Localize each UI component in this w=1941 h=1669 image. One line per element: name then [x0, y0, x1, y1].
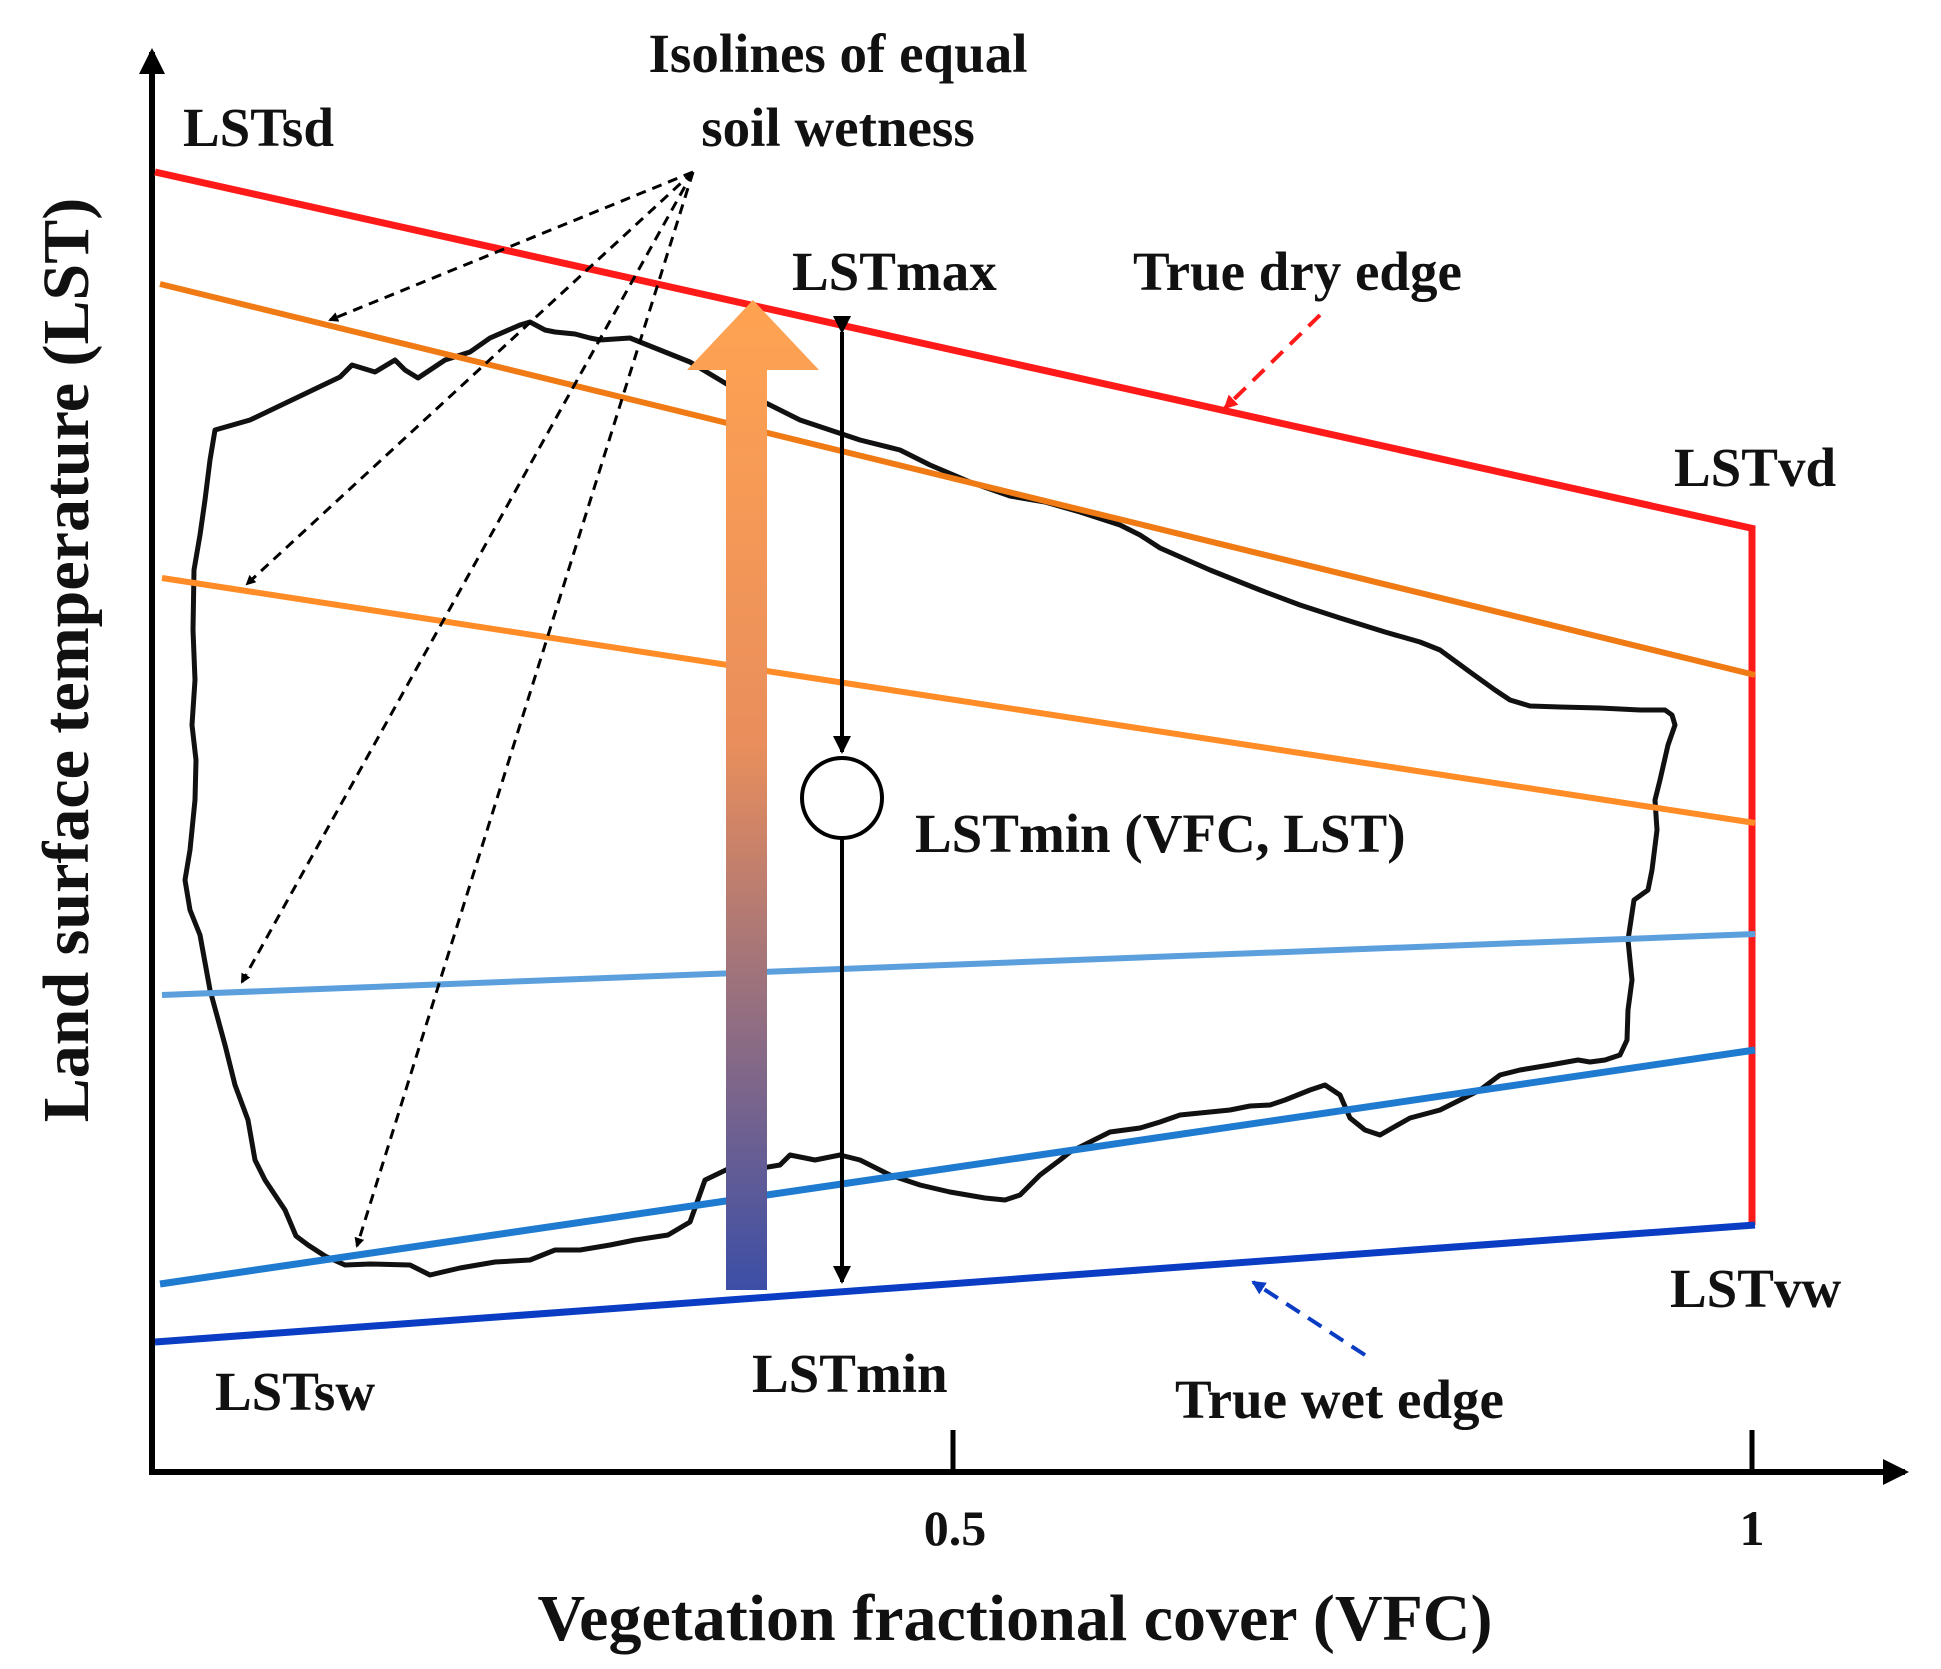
scatter-envelope: [182, 319, 1678, 1278]
label-lst-sd: LSTsd: [183, 97, 334, 158]
isoline-dry-1: [159, 281, 1756, 678]
label-lst-vw: LSTvw: [1670, 1258, 1841, 1319]
label-lst-vd: LSTvd: [1674, 437, 1836, 498]
label-lst-max: LSTmax: [792, 241, 997, 302]
label-true-wet-edge: True wet edge: [1175, 1369, 1504, 1430]
dry-edge-line: [154, 168, 1756, 533]
lstmin-point-circle: [800, 756, 884, 840]
pointer-arrow-3: [240, 171, 695, 984]
pointer-arrow-1: [328, 170, 694, 322]
wet-edge-pointer: [1251, 1280, 1367, 1357]
label-true-dry-edge: True dry edge: [1133, 241, 1462, 302]
wetness-gradient-arrow: [687, 300, 819, 1290]
dry-edge-pointer: [1223, 313, 1322, 410]
x-tick-label-0-5: 0.5: [924, 1500, 987, 1556]
pointer-arrow-4: [354, 171, 695, 1248]
pointer-arrow-2: [245, 170, 695, 586]
label-lst-min-point: LSTmin (VFC, LST): [915, 803, 1406, 864]
x-axis-label: Vegetation fractional cover (VFC): [538, 1582, 1493, 1655]
wet-edge-line: [154, 1221, 1756, 1346]
title-annotation-line2: soil wetness: [701, 97, 974, 158]
label-lst-min: LSTmin: [752, 1343, 948, 1404]
isoline-wet-2: [159, 1046, 1756, 1288]
title-annotation-line1: Isolines of equal: [649, 23, 1028, 84]
label-lst-sw: LSTsw: [215, 1361, 375, 1422]
x-tick-label-1: 1: [1740, 1500, 1765, 1556]
y-axis-label: Land surface temperature (LST): [30, 198, 103, 1123]
isoline-wet-1: [161, 931, 1756, 998]
isoline-dry-2: [161, 575, 1756, 826]
isoline-pointer-arrows: [240, 170, 695, 1248]
